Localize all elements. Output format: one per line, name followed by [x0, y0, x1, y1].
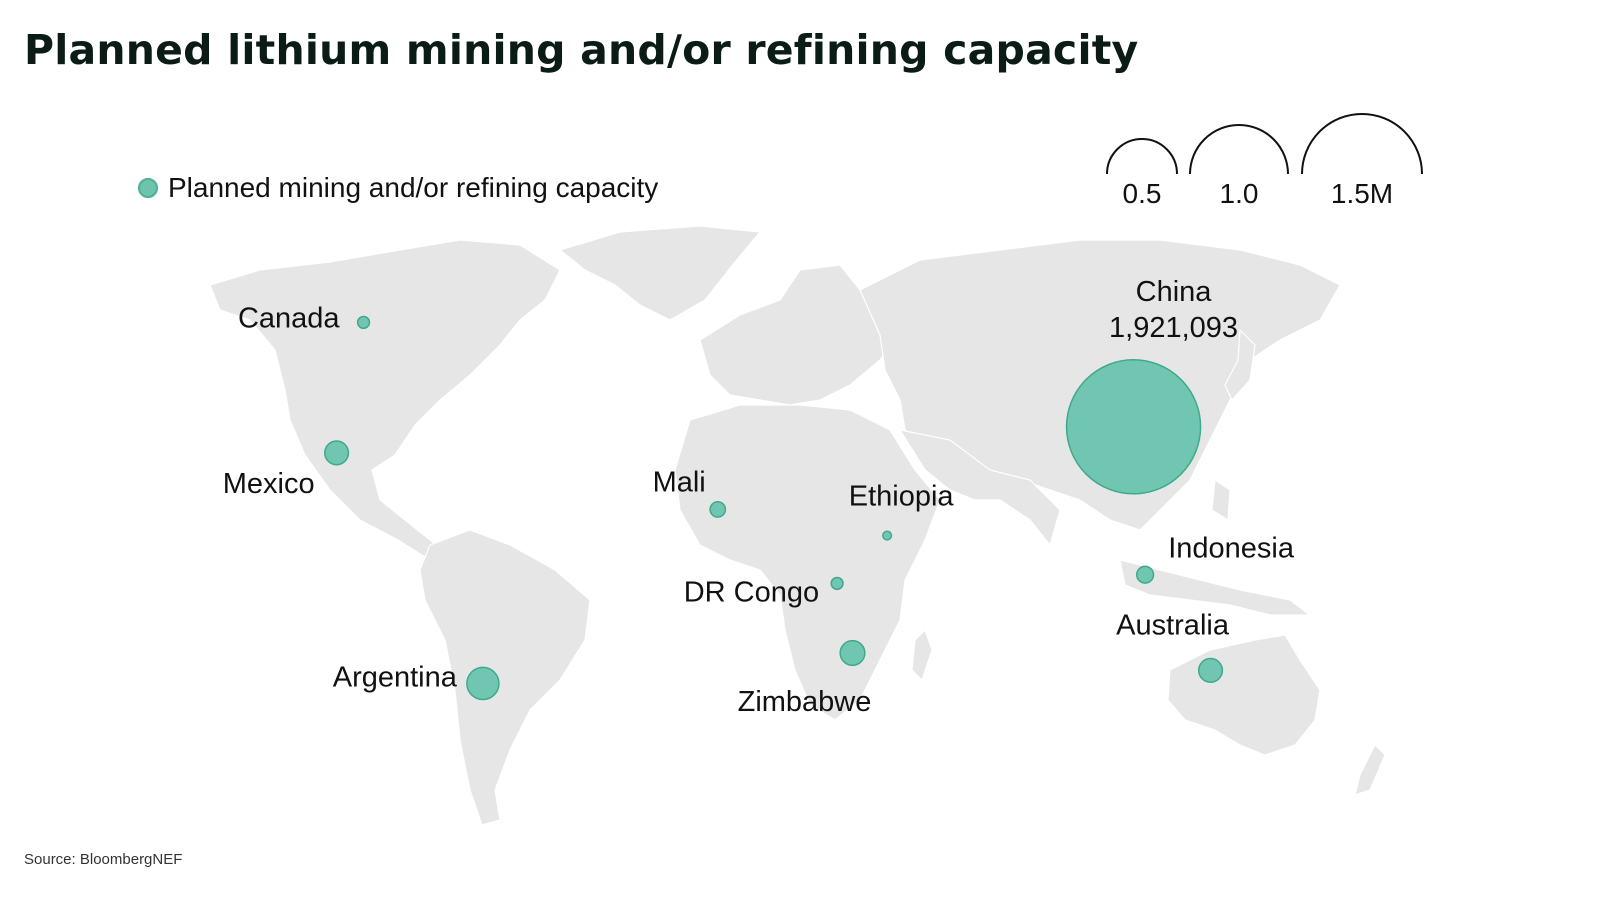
bubble-ethiopia — [882, 530, 893, 541]
country-label-dr-congo: DR Congo — [684, 576, 819, 608]
legend-label: Planned mining and/or refining capacity — [168, 172, 659, 203]
indonesia-shape — [1119, 559, 1312, 616]
bubble-canada — [356, 315, 371, 330]
size-key-label-1.0: 1.0 — [1219, 178, 1259, 209]
bubble-mali — [709, 501, 727, 518]
legend: Planned mining and/or refining capacity — [138, 172, 658, 204]
country-label-argentina: Argentina — [333, 661, 458, 693]
bubble-indonesia — [1135, 565, 1155, 584]
value-label-china: 1,921,093 — [1109, 312, 1238, 344]
size-key-arcs — [1106, 113, 1423, 175]
greenland-shape — [558, 225, 762, 321]
country-label-ethiopia: Ethiopia — [849, 481, 955, 513]
country-label-australia: Australia — [1116, 609, 1230, 641]
madagascar-shape — [911, 628, 933, 682]
country-label-china: China — [1136, 276, 1213, 308]
country-label-mexico: Mexico — [223, 468, 315, 500]
africa-shape — [674, 404, 941, 721]
size-key-label-1.5M: 1.5M — [1330, 178, 1394, 209]
size-key-label-0.5: 0.5 — [1122, 178, 1162, 209]
country-label-zimbabwe: Zimbabwe — [738, 686, 872, 718]
south-asia-shape — [898, 429, 1061, 547]
country-label-mali: Mali — [653, 466, 706, 498]
country-label-canada: Canada — [238, 302, 340, 334]
north-america-shape — [209, 239, 561, 561]
australia-shape — [1167, 634, 1321, 756]
bubbles-layer — [324, 315, 1224, 701]
source-note: Source: BloombergNEF — [24, 851, 183, 868]
bubble-mexico — [324, 440, 350, 466]
japan-shape — [1224, 328, 1256, 402]
bubble-argentina — [466, 666, 500, 701]
size-key-arc-1.0 — [1189, 124, 1289, 175]
chart-title: Planned lithium mining and/or refining c… — [24, 26, 1139, 74]
bubble-zimbabwe — [839, 639, 866, 667]
bubble-china — [1065, 359, 1202, 495]
bubble-size-key: 0.5 1.0 1.5M — [1100, 108, 1440, 218]
new-zealand-shape — [1354, 743, 1386, 796]
size-key-arc-1.5M — [1301, 113, 1423, 175]
philippines-shape — [1211, 478, 1231, 522]
legend-swatch — [138, 178, 158, 198]
labels-layer: China 1,921,093 Argentina Zimbabwe Mexico Aus… — [223, 276, 1295, 718]
land-masses — [209, 225, 1386, 826]
bubble-dr-congo — [830, 576, 844, 591]
size-key-arc-0.5 — [1106, 138, 1178, 175]
bubble-australia — [1197, 657, 1224, 683]
south-america-shape — [419, 529, 591, 826]
country-label-indonesia: Indonesia — [1168, 533, 1295, 565]
